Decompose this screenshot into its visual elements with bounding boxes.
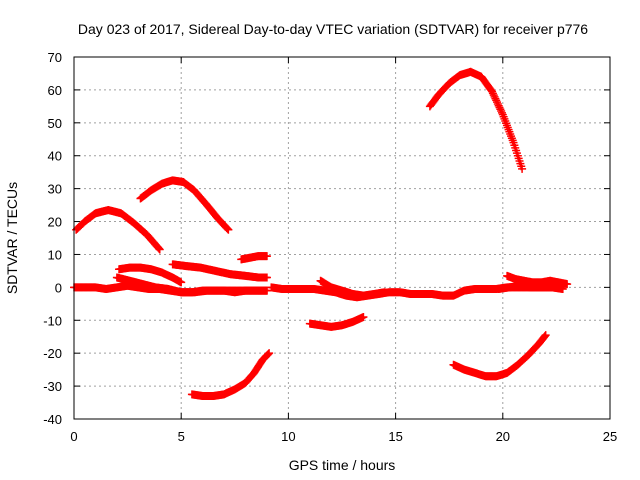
x-tick-label: 10 bbox=[281, 429, 295, 444]
y-tick-label: 30 bbox=[48, 182, 62, 197]
x-tick-label: 5 bbox=[178, 429, 185, 444]
series-arc-04 bbox=[169, 260, 271, 281]
axis-ticks: 0 5 10 15 20 25 -40 -30 -20 -10 0 10 20 30 40 50 60 70 bbox=[43, 50, 617, 444]
chart-title: Day 023 of 2017, Sidereal Day-to-day VTE… bbox=[78, 21, 588, 37]
series-arc-13 bbox=[449, 331, 549, 380]
data-series bbox=[70, 68, 571, 400]
y-tick-label: -40 bbox=[43, 412, 62, 427]
y-tick-label: 50 bbox=[48, 116, 62, 131]
series-arc-10 bbox=[317, 277, 389, 300]
series-arc-01 bbox=[72, 206, 164, 253]
series-arc-11 bbox=[306, 313, 368, 331]
series-arc-07 bbox=[70, 282, 271, 297]
series-arc-02 bbox=[136, 176, 232, 233]
x-tick-label: 25 bbox=[603, 429, 617, 444]
y-tick-label: 60 bbox=[48, 83, 62, 98]
x-tick-label: 0 bbox=[70, 429, 77, 444]
sdtvar-chart: Day 023 of 2017, Sidereal Day-to-day VTE… bbox=[0, 0, 640, 480]
plot-frame bbox=[74, 57, 610, 419]
series-arc-12 bbox=[426, 68, 526, 173]
y-tick-label: 0 bbox=[55, 280, 62, 295]
y-tick-label: -20 bbox=[43, 346, 62, 361]
series-arc-08 bbox=[188, 349, 273, 400]
y-tick-label: 20 bbox=[48, 215, 62, 230]
y-tick-label: 70 bbox=[48, 50, 62, 65]
x-axis-label: GPS time / hours bbox=[289, 457, 396, 473]
y-tick-label: 10 bbox=[48, 247, 62, 262]
y-tick-label: 40 bbox=[48, 149, 62, 164]
y-tick-label: -10 bbox=[43, 313, 62, 328]
series-arc-05 bbox=[237, 252, 271, 263]
x-tick-label: 20 bbox=[496, 429, 510, 444]
y-tick-label: -30 bbox=[43, 379, 62, 394]
y-axis-label: SDTVAR / TECUs bbox=[4, 182, 20, 294]
grid-lines bbox=[74, 57, 610, 419]
x-tick-label: 15 bbox=[388, 429, 402, 444]
